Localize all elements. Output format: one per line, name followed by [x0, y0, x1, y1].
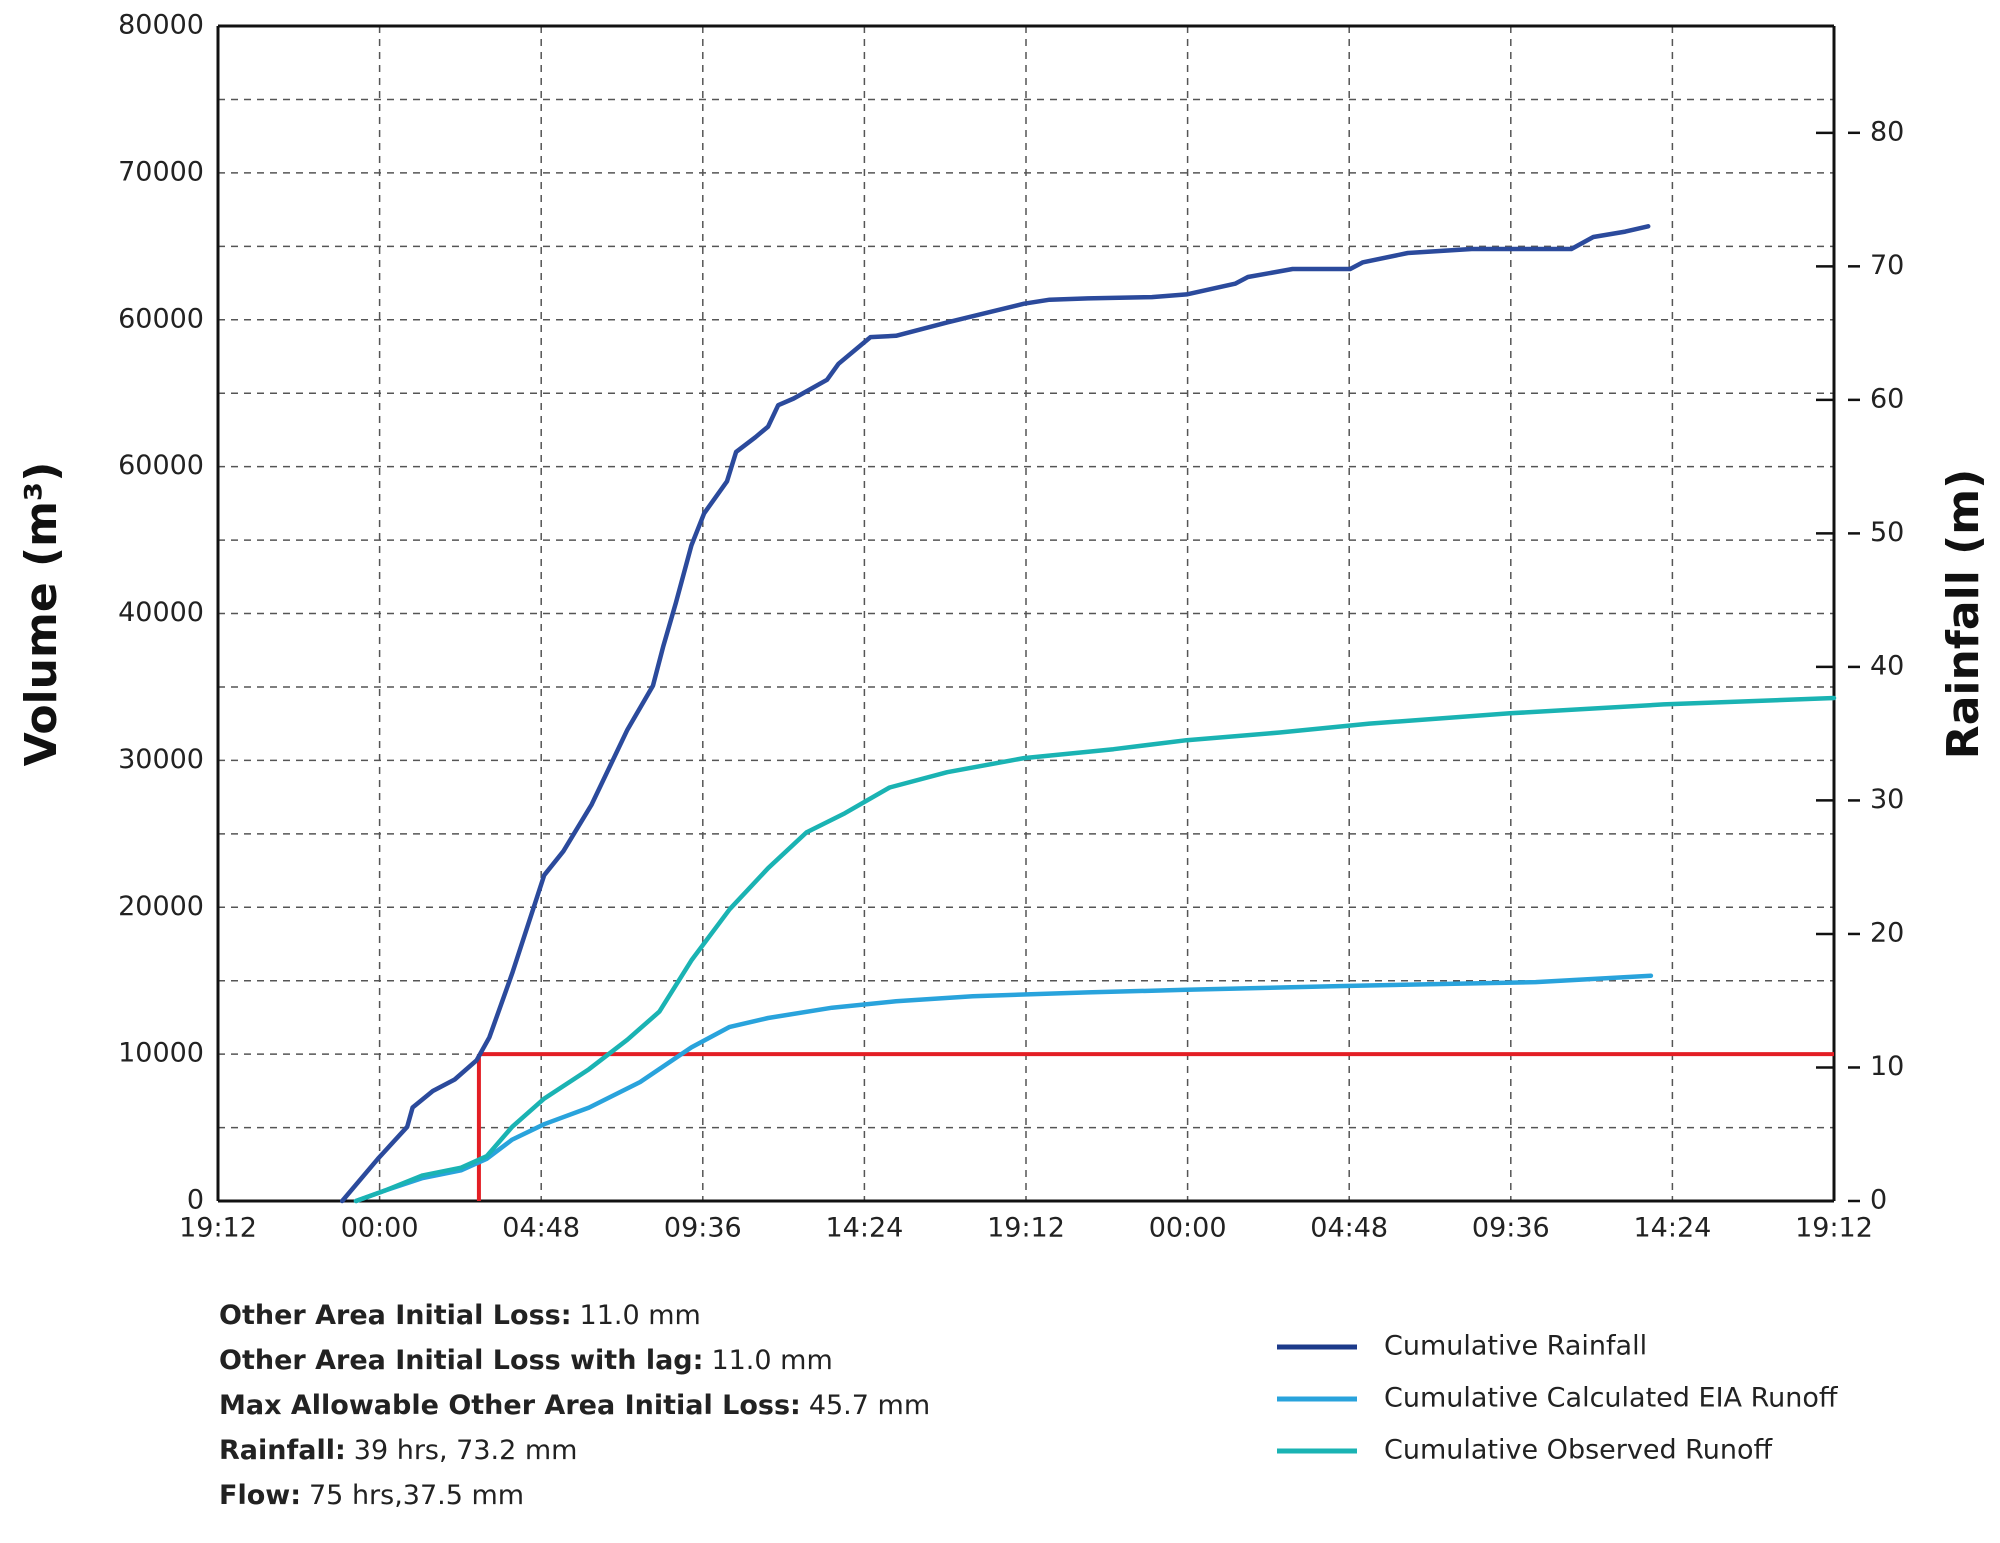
y-tick-label: 20000: [118, 891, 204, 922]
y2-tick-label: 60: [1870, 383, 1904, 414]
y-tick-label: 0: [187, 1185, 204, 1216]
note-value: 45.7 mm: [809, 1390, 930, 1421]
y-axis-title: Volume (m³): [16, 462, 67, 767]
y-tick-label: 80000: [118, 10, 204, 41]
note-label: Rainfall:: [219, 1435, 346, 1466]
x-tick-label: 09:36: [1472, 1213, 1550, 1244]
series-line: [353, 695, 1837, 1204]
y2-tick-label: 0: [1870, 1185, 1887, 1216]
note: Rainfall: 39 hrs, 73.2 mm: [219, 1435, 577, 1466]
x-tick-label: 19:12: [987, 1213, 1065, 1244]
x-tick-label: 04:48: [1310, 1213, 1388, 1244]
note-label: Max Allowable Other Area Initial Loss:: [219, 1390, 801, 1421]
note: Other Area Initial Loss with lag: 11.0 mm: [219, 1345, 833, 1376]
legend-label: Cumulative Rainfall: [1384, 1331, 1647, 1362]
y-tick-label: 60000: [118, 303, 204, 334]
note-value: 39 hrs, 73.2 mm: [354, 1435, 578, 1466]
legend-label: Cumulative Calculated EIA Runoff: [1384, 1383, 1839, 1414]
x-tick-label: 19:12: [179, 1213, 257, 1244]
note: Max Allowable Other Area Initial Loss: 45…: [219, 1390, 930, 1421]
note-label: Other Area Initial Loss with lag:: [219, 1345, 703, 1376]
y-tick-label: 60000: [118, 450, 204, 481]
note-value: 75 hrs,37.5 mm: [309, 1480, 524, 1511]
y2-tick-label: 20: [1870, 917, 1904, 948]
series-line: [353, 973, 1654, 1204]
note: Flow: 75 hrs,37.5 mm: [219, 1480, 524, 1511]
note-label: Flow:: [219, 1480, 301, 1511]
x-tick-label: 14:24: [1633, 1213, 1711, 1244]
x-tick-label: 14:24: [825, 1213, 903, 1244]
legend-label: Cumulative Observed Runoff: [1384, 1435, 1773, 1466]
x-tick-label: 00:00: [1149, 1213, 1227, 1244]
note-value: 11.0 mm: [711, 1345, 832, 1376]
y-tick-label: 40000: [118, 597, 204, 628]
y-tick-label: 30000: [118, 744, 204, 775]
note-value: 11.0 mm: [580, 1300, 701, 1331]
y2-tick-label: 30: [1870, 784, 1904, 815]
series-line: [339, 224, 1651, 1204]
y2-tick-label: 80: [1870, 116, 1904, 147]
x-tick-label: 04:48: [502, 1213, 580, 1244]
y2-axis-title: Rainfall (m): [1938, 469, 1989, 759]
y-tick-label: 70000: [118, 156, 204, 187]
y2-tick-label: 70: [1870, 250, 1904, 281]
note: Other Area Initial Loss: 11.0 mm: [219, 1300, 701, 1331]
y2-tick-label: 10: [1870, 1051, 1904, 1082]
x-tick-label: 00:00: [341, 1213, 419, 1244]
note-label: Other Area Initial Loss:: [219, 1300, 572, 1331]
y-tick-label: 10000: [118, 1038, 204, 1069]
x-tick-label: 19:12: [1795, 1213, 1873, 1244]
x-tick-label: 09:36: [664, 1213, 742, 1244]
y2-tick-label: 50: [1870, 517, 1904, 548]
y2-tick-label: 40: [1870, 650, 1904, 681]
